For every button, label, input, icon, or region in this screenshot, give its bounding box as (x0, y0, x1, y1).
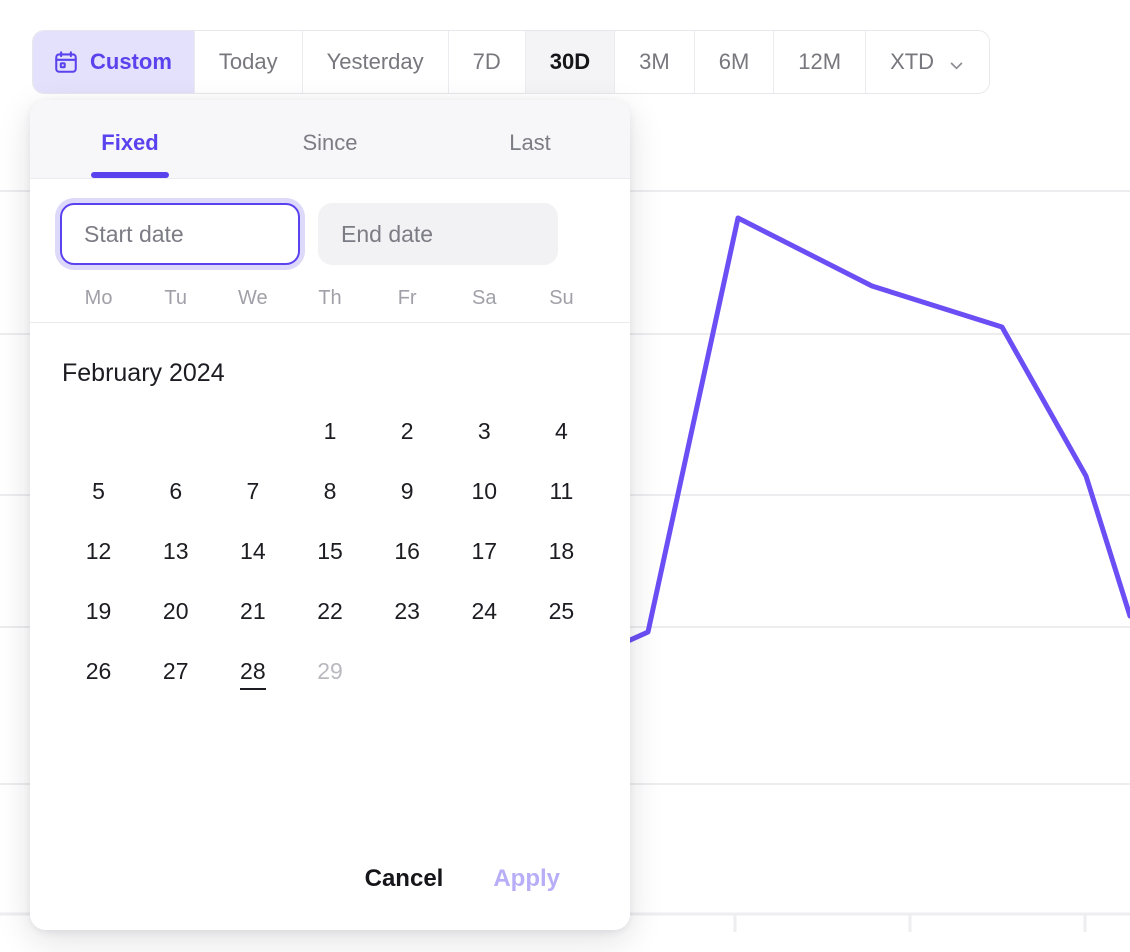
start-date-input[interactable]: Start date (60, 203, 300, 265)
range-button-6m[interactable]: 6M (694, 31, 775, 93)
cancel-button[interactable]: Cancel (364, 865, 444, 892)
calendar-day[interactable]: 21 (240, 598, 266, 624)
calendar-day[interactable]: 3 (477, 418, 491, 444)
date-picker-tabs: Fixed Since Last (30, 100, 630, 179)
tab-since[interactable]: Since (230, 130, 430, 178)
weekday-header: Mo Tu We Th Fr Sa Su (30, 283, 630, 323)
weekday-fr: Fr (397, 287, 417, 309)
calendar-day[interactable]: 14 (240, 538, 266, 564)
calendar-day[interactable]: 5 (92, 478, 105, 504)
range-button-xtd-label: XTD (890, 49, 935, 74)
start-date-placeholder: Start date (84, 220, 184, 247)
calendar-day[interactable]: 9 (400, 478, 414, 504)
calendar-day[interactable]: 17 (471, 538, 498, 564)
range-button-30d[interactable]: 30D (525, 31, 616, 93)
calendar-icon (53, 49, 79, 75)
calendar-day[interactable]: 20 (162, 598, 189, 624)
calendar-day[interactable]: 25 (548, 598, 575, 624)
calendar-day[interactable]: 7 (246, 478, 260, 504)
calendar-day[interactable]: 18 (548, 538, 575, 564)
calendar-day[interactable]: 10 (471, 478, 498, 504)
range-button-12m-label: 12M (798, 49, 842, 74)
tab-last-label: Last (509, 130, 551, 155)
tab-last[interactable]: Last (430, 130, 630, 178)
calendar-day[interactable]: 2 (400, 418, 414, 444)
date-range-toolbar: Custom Today Yesterday 7D 30D 3M 6M 12M … (32, 30, 991, 94)
calendar-day[interactable]: 8 (323, 478, 337, 504)
calendar-day[interactable]: 6 (169, 478, 183, 504)
range-button-yesterday-label: Yesterday (326, 49, 424, 74)
apply-button[interactable]: Apply (493, 865, 560, 892)
range-button-7d[interactable]: 7D (448, 31, 526, 93)
calendar-day-blank (60, 414, 137, 448)
range-button-3m[interactable]: 3M (615, 31, 695, 93)
weekday-su: Su (549, 287, 574, 309)
range-button-30d-label: 30D (549, 49, 591, 74)
chevron-down-icon (948, 54, 965, 71)
weekday-th: Th (318, 287, 342, 309)
tab-fixed-label: Fixed (101, 130, 159, 155)
calendar-day[interactable]: 11 (549, 478, 574, 504)
range-button-yesterday[interactable]: Yesterday (302, 31, 449, 93)
range-button-custom-label: Custom (90, 49, 172, 74)
calendar-scroll-region[interactable]: 293031 February 2024 1234567891011121314… (30, 323, 630, 836)
calendar-day[interactable]: 22 (317, 598, 343, 624)
calendar-grid: 1 2 3 4 5 6 7 8 9 10 11 12 13 14 15 16 17 18 19 20 21 22 23 24 2… (60, 414, 600, 688)
date-inputs-row: Start date End date (30, 179, 630, 283)
weekday-mo: Mo (84, 287, 113, 309)
range-button-custom[interactable]: Custom (33, 31, 195, 93)
calendar-day[interactable]: 4 (555, 418, 568, 444)
calendar-day[interactable]: 16 (394, 538, 420, 564)
calendar-day[interactable]: 15 (317, 538, 343, 564)
weekday-we: We (238, 287, 268, 309)
calendar-day-blank (137, 414, 214, 448)
calendar-day[interactable]: 27 (162, 658, 189, 684)
calendar-day[interactable]: 12 (85, 538, 112, 564)
chart-series-line (552, 215, 1130, 677)
tab-since-label: Since (302, 130, 358, 155)
weekday-tu: Tu (164, 287, 188, 309)
range-button-today-label: Today (218, 49, 278, 74)
range-button-3m-label: 3M (639, 49, 670, 74)
calendar-day[interactable]: 1 (323, 418, 337, 444)
calendar-day[interactable]: 23 (394, 598, 420, 624)
month-title: February 2024 (62, 359, 225, 387)
weekday-sa: Sa (472, 287, 497, 309)
calendar-day[interactable]: 26 (85, 658, 112, 684)
range-button-7d-label: 7D (472, 49, 501, 74)
calendar-day-blank (214, 414, 291, 448)
calendar-day[interactable]: 13 (162, 538, 189, 564)
range-button-12m[interactable]: 12M (774, 31, 867, 93)
tab-fixed[interactable]: Fixed (30, 130, 230, 178)
calendar-day-today[interactable]: 28 (214, 654, 291, 688)
range-button-today[interactable]: Today (194, 31, 303, 93)
date-picker-footer: Cancel Apply (30, 836, 630, 930)
calendar-day-disabled: 29 (317, 658, 343, 684)
calendar-day[interactable]: 24 (471, 598, 498, 624)
date-picker-popover: Fixed Since Last Start date End date Mo … (30, 100, 630, 930)
calendar-day[interactable]: 19 (85, 598, 112, 624)
range-button-6m-label: 6M (718, 49, 750, 74)
end-date-input[interactable]: End date (318, 203, 558, 265)
range-button-xtd[interactable]: XTD (866, 31, 990, 93)
end-date-placeholder: End date (341, 220, 434, 247)
